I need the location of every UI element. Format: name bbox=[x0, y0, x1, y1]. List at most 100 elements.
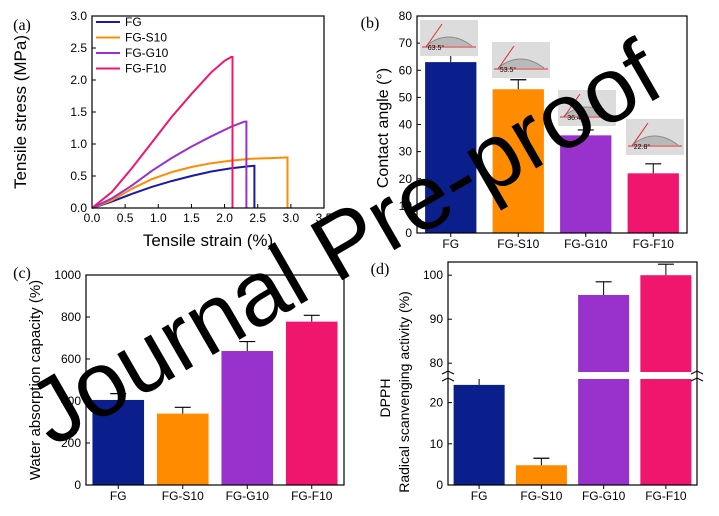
x-tick-label-a: 3.5 bbox=[316, 211, 333, 225]
y-tick-label-c: 200 bbox=[61, 436, 81, 450]
axis-break-gap bbox=[449, 372, 696, 379]
bar-fg-g10 bbox=[221, 351, 274, 485]
y-tick-label-a: 0.0 bbox=[70, 201, 87, 215]
y-tick-label-b: 60 bbox=[399, 63, 413, 77]
y-tick-label-d: 20 bbox=[430, 396, 444, 410]
inset-angle-label: 22.8° bbox=[634, 143, 651, 151]
x-tick-label-a: 1.5 bbox=[183, 211, 200, 225]
inset-angle-label: 36.4 bbox=[567, 115, 581, 122]
bar-fg-f10 bbox=[640, 275, 692, 485]
x-tick-label: FG-F10 bbox=[645, 489, 687, 503]
y-axis-title-d: Radical scanvenging activity (%) bbox=[396, 291, 412, 493]
tangent-line bbox=[563, 93, 581, 118]
panel-label-b: (b) bbox=[361, 15, 380, 32]
y-tick-label-b: 30 bbox=[399, 145, 413, 159]
x-tick-label-a: 1.0 bbox=[150, 211, 167, 225]
inset-angle-label: 53.5° bbox=[500, 66, 517, 74]
bar-fg bbox=[425, 62, 477, 233]
legend-label: FG-S10 bbox=[125, 31, 167, 45]
y-tick-label-c: 800 bbox=[61, 310, 81, 324]
bar-fg bbox=[453, 384, 505, 485]
y-axis-title-d-prefix: DPPH bbox=[377, 379, 393, 418]
y-tick-label-d: 100 bbox=[423, 268, 443, 282]
droplet-image-inset: 53.5° bbox=[492, 42, 550, 78]
bar-fg-g10 bbox=[578, 295, 630, 485]
y-tick-label-b: 10 bbox=[399, 199, 413, 213]
x-tick-label: FG-S10 bbox=[520, 489, 562, 503]
legend-label: FG-G10 bbox=[125, 46, 169, 60]
plot-frame-a bbox=[91, 15, 325, 209]
tangent-line bbox=[425, 23, 443, 48]
y-tick-label-d: 0 bbox=[436, 478, 443, 492]
y-tick-label-c: 0 bbox=[74, 478, 81, 492]
series-line-fg-f10 bbox=[91, 56, 234, 209]
y-tick-label-d: 10 bbox=[430, 437, 444, 451]
x-tick-label: FG-G10 bbox=[564, 237, 608, 251]
legend-label: FG bbox=[125, 15, 142, 29]
bar-fg-s10 bbox=[515, 465, 567, 485]
x-axis-title-a: Tensile strain (%) bbox=[143, 231, 273, 250]
tangent-line bbox=[631, 122, 649, 147]
bar-fg-f10 bbox=[627, 173, 679, 233]
y-tick-label-a: 1.0 bbox=[70, 137, 87, 151]
inset-angle-label: 63.5° bbox=[428, 44, 445, 52]
panel-label-c: (c) bbox=[13, 265, 31, 282]
droplet-shape bbox=[563, 106, 611, 117]
x-tick-label: FG-S10 bbox=[162, 489, 204, 503]
bar-fg-s10 bbox=[492, 89, 544, 233]
y-tick-label-b: 40 bbox=[399, 118, 413, 132]
droplet-image-inset: 22.8° bbox=[626, 119, 684, 155]
y-axis-title-a: Tensile stress (MPa) bbox=[11, 35, 30, 189]
droplet-shape bbox=[497, 58, 545, 69]
x-tick-label: FG-F10 bbox=[633, 237, 675, 251]
series-line-fg-s10 bbox=[91, 156, 289, 209]
axis-break-mark-right bbox=[690, 370, 704, 382]
bar-fg-g10 bbox=[560, 135, 612, 233]
plot-frame bbox=[85, 274, 345, 486]
bar-fg-f10 bbox=[285, 321, 338, 485]
axis-break-mark-left bbox=[441, 370, 455, 382]
x-tick-label: FG-S10 bbox=[497, 237, 539, 251]
x-tick-label: FG bbox=[442, 237, 459, 251]
droplet-shape bbox=[425, 36, 473, 47]
y-tick-label-b: 20 bbox=[399, 172, 413, 186]
x-tick-label: FG-G10 bbox=[226, 489, 270, 503]
y-tick-label-c: 400 bbox=[61, 394, 81, 408]
x-tick-label-a: 0.0 bbox=[84, 211, 101, 225]
y-tick-label-d: 80 bbox=[430, 356, 444, 370]
x-tick-label-a: 2.5 bbox=[249, 211, 266, 225]
y-axis-title-b: Contact angle (°) bbox=[375, 68, 392, 188]
legend-label: FG-F10 bbox=[125, 62, 167, 76]
droplet-shape bbox=[631, 135, 679, 146]
tangent-line bbox=[497, 45, 515, 70]
y-axis-title-c: Water absorption capacity (%) bbox=[27, 280, 44, 480]
y-tick-label-b: 80 bbox=[399, 9, 413, 23]
x-tick-label: FG bbox=[471, 489, 488, 503]
x-tick-label: FG-G10 bbox=[582, 489, 626, 503]
panel-label-a: (a) bbox=[13, 17, 31, 34]
y-tick-label-a: 1.5 bbox=[70, 105, 87, 119]
y-tick-label-c: 600 bbox=[61, 352, 81, 366]
y-tick-label-a: 2.5 bbox=[70, 41, 87, 55]
droplet-image-inset: 63.5° bbox=[420, 20, 478, 56]
series-line-fg-g10 bbox=[91, 120, 248, 209]
bar-fg-s10 bbox=[156, 413, 209, 485]
droplet-image-inset: 36.4 bbox=[558, 90, 616, 126]
y-tick-label-b: 50 bbox=[399, 90, 413, 104]
panel-label-d: (d) bbox=[371, 261, 390, 278]
y-tick-label-b: 0 bbox=[405, 226, 412, 240]
y-tick-label-b: 70 bbox=[399, 36, 413, 50]
x-tick-label: FG bbox=[110, 489, 127, 503]
bar-fg bbox=[92, 399, 145, 485]
series-line-fg bbox=[91, 164, 256, 209]
x-tick-label: FG-F10 bbox=[291, 489, 333, 503]
x-tick-label-a: 3.0 bbox=[283, 211, 300, 225]
x-tick-label-a: 0.5 bbox=[117, 211, 134, 225]
y-tick-label-d: 90 bbox=[430, 312, 444, 326]
y-tick-label-a: 3.0 bbox=[70, 9, 87, 23]
plot-frame bbox=[447, 261, 698, 486]
y-tick-label-a: 0.5 bbox=[70, 169, 87, 183]
y-tick-label-a: 2.0 bbox=[70, 73, 87, 87]
y-tick-label-c: 1000 bbox=[54, 268, 81, 282]
